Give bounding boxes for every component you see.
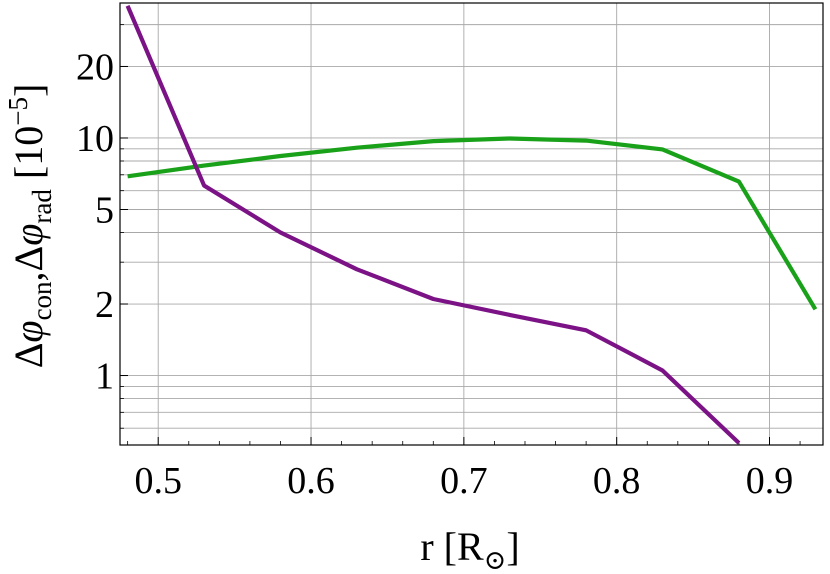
series-line-2 <box>125 4 741 445</box>
y-tick-label: 2 <box>95 284 114 326</box>
series-line-1 <box>127 136 818 311</box>
y-tick-label: 20 <box>76 46 114 88</box>
grid-lines <box>120 3 823 445</box>
x-tick-label: 0.6 <box>287 460 335 502</box>
tick-labels: 0.5 0.6 0.7 0.8 0.9 1 2 5 10 20 <box>76 46 793 502</box>
x-tick-label: 0.7 <box>440 460 488 502</box>
y-tick-label: 10 <box>76 118 114 160</box>
y-tick-label: 1 <box>95 356 114 398</box>
x-tick-label: 0.8 <box>593 460 641 502</box>
x-axis-label: r [R⊙] <box>420 524 519 574</box>
data-series <box>125 4 818 445</box>
plot-frame <box>119 2 824 446</box>
x-tick-label: 0.9 <box>746 460 794 502</box>
x-tick-label: 0.5 <box>134 460 182 502</box>
axis-ticks <box>120 24 801 445</box>
y-tick-label: 5 <box>95 189 114 231</box>
y-axis-label: Δφcon,Δφrad [10−5] <box>3 84 57 369</box>
